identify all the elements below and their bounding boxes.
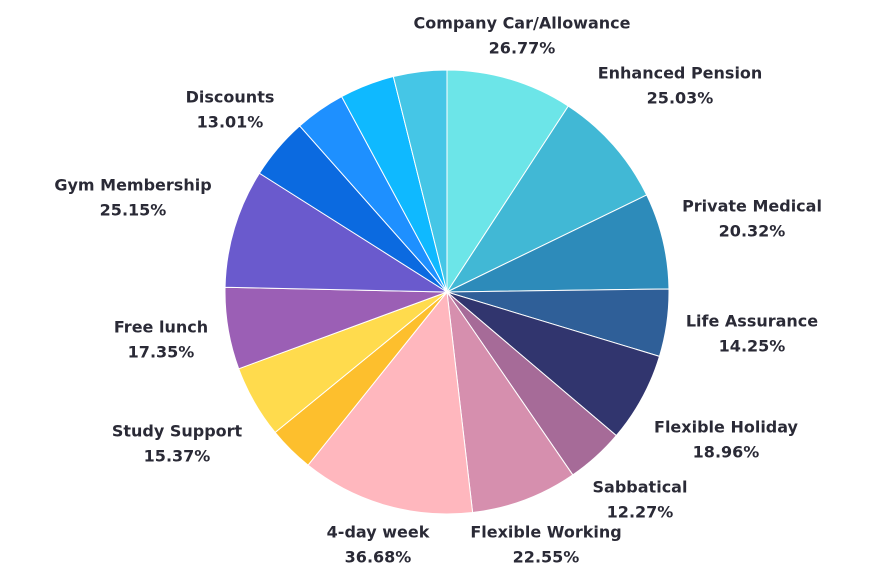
- pie-slice: [224, 172, 449, 293]
- slice-value-label: 17.35%: [128, 343, 195, 362]
- slice-label: Sabbatical: [593, 478, 688, 497]
- slice-value-label: 15.37%: [144, 447, 211, 466]
- slice-label: Life Assurance: [686, 312, 818, 331]
- slice-label: Private Medical: [682, 197, 822, 216]
- slice-value-label: 20.32%: [719, 222, 786, 241]
- slice-label: Gym Membership: [54, 176, 211, 195]
- slice-value-label: 26.77%: [489, 39, 556, 58]
- slice-value-label: 13.01%: [197, 113, 264, 132]
- slice-label: Study Support: [112, 422, 243, 441]
- slice-value-label: 25.03%: [647, 89, 714, 108]
- slice-value-label: 36.68%: [345, 548, 412, 567]
- slice-label: Flexible Working: [470, 523, 621, 542]
- slice-label: Company Car/Allowance: [414, 14, 631, 33]
- slice-value-label: 14.25%: [719, 337, 786, 356]
- slice-label: 4-day week: [327, 523, 430, 542]
- pie-slice: [307, 290, 474, 515]
- slice-value-label: 18.96%: [693, 443, 760, 462]
- slice-label: Free lunch: [114, 318, 208, 337]
- slice-value-label: 25.15%: [100, 201, 167, 220]
- pie-slice: [392, 69, 448, 293]
- pie-slice: [445, 105, 648, 294]
- pie-slice: [446, 291, 574, 514]
- slice-label: Discounts: [186, 88, 275, 107]
- slice-label: Enhanced Pension: [598, 64, 763, 83]
- slice-value-label: 12.27%: [607, 503, 674, 522]
- slice-label: Flexible Holiday: [654, 418, 799, 437]
- slice-value-label: 22.55%: [513, 548, 580, 567]
- pie-slice: [446, 69, 569, 294]
